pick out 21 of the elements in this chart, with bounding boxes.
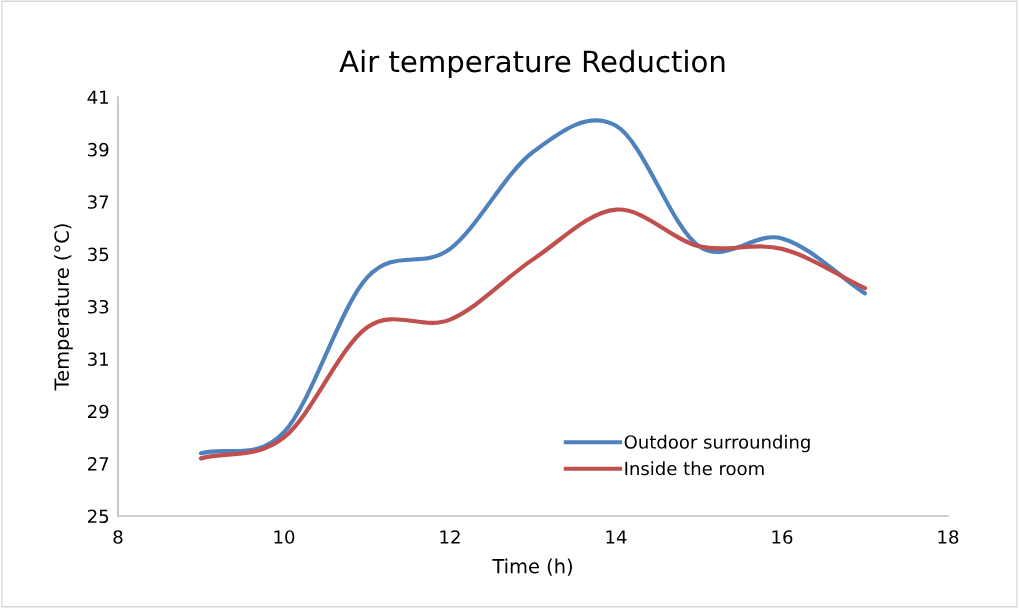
legend-label: Outdoor surrounding xyxy=(624,434,810,453)
x-tick-label: 8 xyxy=(113,530,123,544)
x-tick-label: 14 xyxy=(606,530,627,544)
chart-title: Air temperature Reduction xyxy=(339,49,725,79)
x-tick-label: 12 xyxy=(440,530,460,544)
x-tick-label: 10 xyxy=(274,530,295,544)
y-tick-label: 29 xyxy=(88,404,109,419)
x-tick-label: 16 xyxy=(772,530,793,544)
y-tick-label: 37 xyxy=(88,195,109,209)
y-tick-label: 39 xyxy=(88,142,109,157)
y-tick-label: 41 xyxy=(87,90,108,104)
y-axis-title: Temperature (°C) xyxy=(54,224,73,391)
y-tick-label: 33 xyxy=(88,299,109,314)
x-tick-label: 18 xyxy=(938,530,959,544)
line-series xyxy=(198,207,868,461)
y-tick-label: 27 xyxy=(88,457,109,471)
y-tick-label: 35 xyxy=(88,247,109,262)
y-tick-label: 31 xyxy=(88,352,108,366)
x-axis-title: Time (h) xyxy=(492,558,572,576)
legend-label: Inside the room xyxy=(625,461,764,476)
y-tick-label: 25 xyxy=(88,509,109,524)
